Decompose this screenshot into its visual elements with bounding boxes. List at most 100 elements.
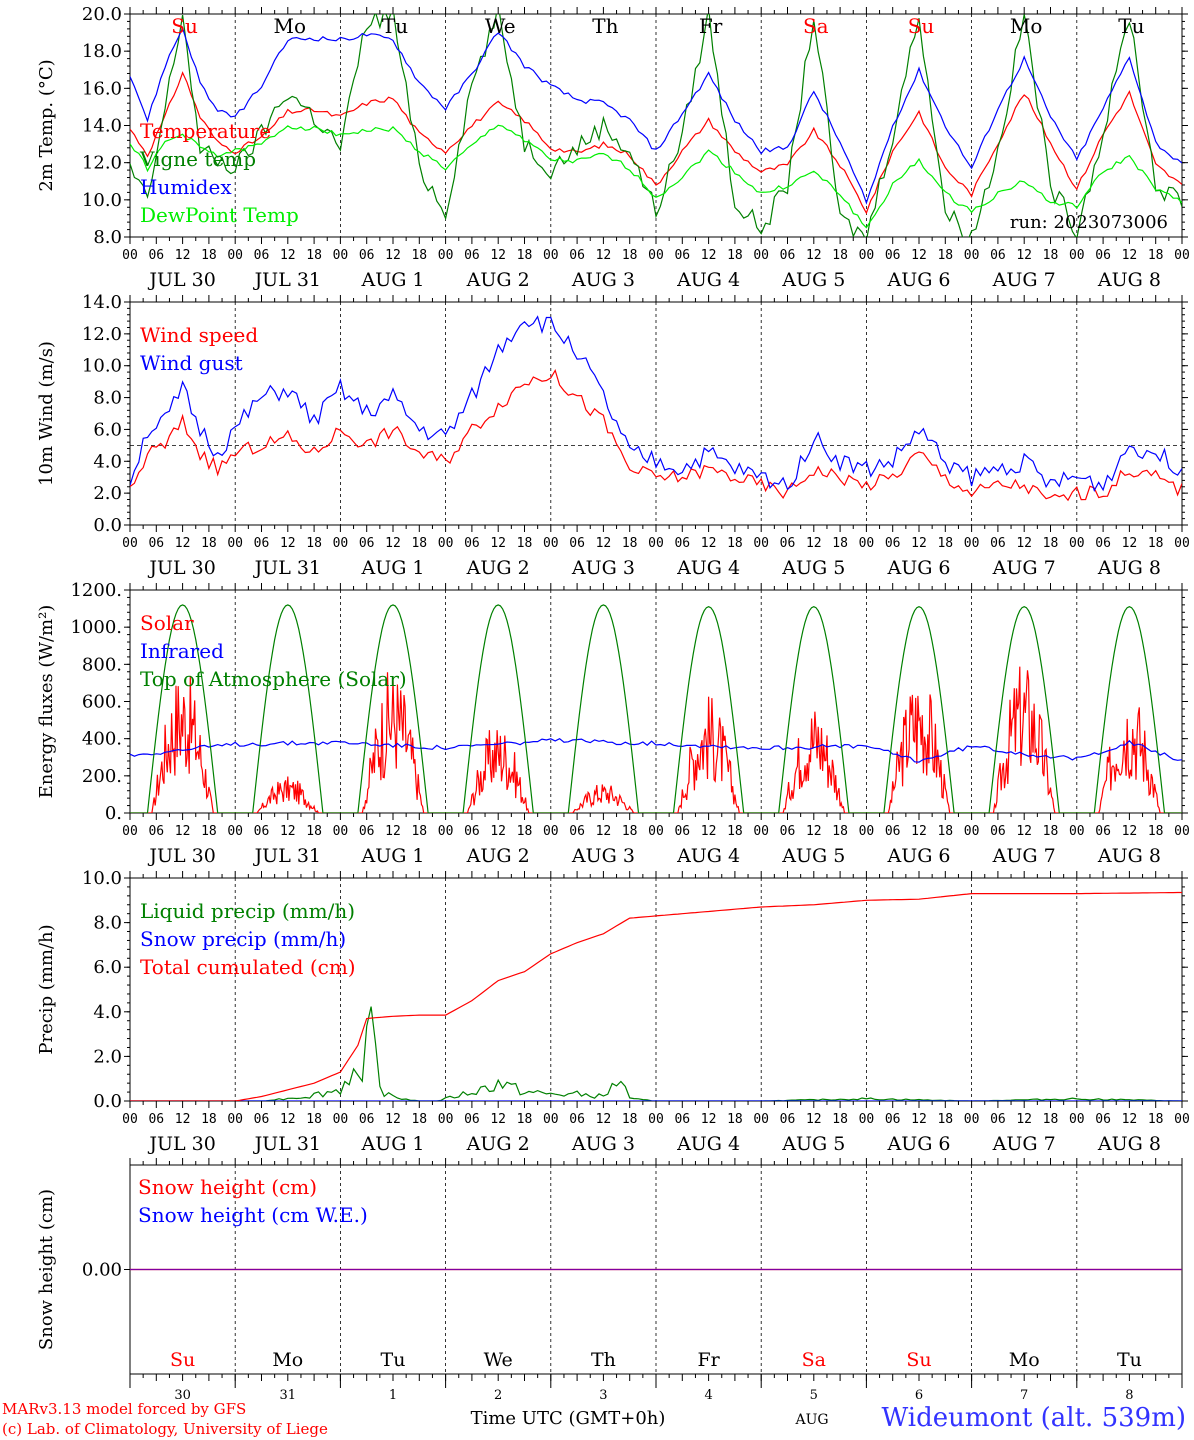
hour-label: 12	[911, 248, 927, 263]
hour-label: 06	[885, 1112, 901, 1127]
footer-model-credit: MARv3.13 model forced by GFS	[2, 1400, 246, 1418]
y-tick-label: 16.0	[82, 78, 122, 99]
hour-label: 06	[464, 248, 480, 263]
hour-label: 12	[701, 536, 717, 551]
hour-label: 12	[490, 536, 506, 551]
series-line	[130, 666, 1182, 813]
legend-entry: Temperature	[140, 119, 271, 143]
legend-entry: DewPoint Temp	[140, 203, 299, 227]
hour-label: 00	[753, 536, 769, 551]
date-label: AUG 3	[571, 557, 635, 579]
date-label: AUG 7	[992, 557, 1056, 579]
hour-label: 00	[1069, 1112, 1085, 1127]
hour-label: 12	[175, 824, 191, 839]
day-number: 8	[1125, 1388, 1133, 1403]
hour-label: 00	[859, 536, 875, 551]
hour-label: 18	[832, 536, 848, 551]
hour-label: 12	[385, 824, 401, 839]
date-label: AUG 4	[676, 845, 740, 867]
date-label: JUL 30	[147, 269, 215, 291]
hour-label: 00	[227, 1112, 243, 1127]
series-line	[130, 71, 1182, 215]
hour-label: 12	[1016, 248, 1032, 263]
x-axis-label: Time UTC (GMT+0h)	[471, 1408, 666, 1429]
hour-label: 06	[464, 1112, 480, 1127]
y-tick-label: 12.0	[82, 324, 122, 345]
date-label: AUG 2	[466, 269, 530, 291]
day-letter-bottom: Mo	[1009, 1349, 1040, 1371]
legend-entry: Snow precip (mm/h)	[140, 927, 346, 951]
day-number: 6	[915, 1388, 923, 1403]
date-label: JUL 30	[147, 557, 215, 579]
hour-label: 18	[832, 248, 848, 263]
hour-label: 00	[438, 248, 454, 263]
hour-label: 00	[1174, 536, 1190, 551]
hour-label: 06	[359, 824, 375, 839]
hour-label: 12	[1016, 1112, 1032, 1127]
hour-label: 00	[648, 824, 664, 839]
hour-label: 00	[964, 1112, 980, 1127]
hour-label: 00	[753, 1112, 769, 1127]
date-label: AUG 1	[360, 557, 424, 579]
y-tick-label: 4.0	[93, 451, 122, 472]
day-letter-bottom: Fr	[697, 1349, 720, 1371]
date-label: AUG 4	[676, 269, 740, 291]
hour-label: 06	[674, 824, 690, 839]
date-label: JUL 30	[147, 845, 215, 867]
hour-label: 06	[254, 1112, 270, 1127]
wind-panel	[124, 295, 1188, 532]
date-label: AUG 5	[781, 557, 845, 579]
hour-label: 12	[490, 248, 506, 263]
y-tick-label: 4.0	[93, 1002, 122, 1023]
y-tick-label: 400.	[82, 729, 122, 750]
hour-label: 06	[674, 1112, 690, 1127]
hour-label: 12	[911, 536, 927, 551]
hour-label: 12	[1122, 1112, 1138, 1127]
hour-label: 12	[911, 1112, 927, 1127]
hour-label: 12	[596, 248, 612, 263]
date-label: AUG 5	[781, 269, 845, 291]
hour-label: 00	[1069, 824, 1085, 839]
day-letter-bottom: Su	[170, 1349, 195, 1371]
hour-label: 00	[648, 1112, 664, 1127]
hour-label: 06	[569, 248, 585, 263]
day-number: 2	[494, 1388, 502, 1403]
date-label: AUG 1	[360, 845, 424, 867]
hour-label: 00	[964, 536, 980, 551]
day-number: 4	[704, 1388, 712, 1403]
date-label: AUG 4	[676, 1133, 740, 1155]
hour-label: 12	[175, 248, 191, 263]
day-letter: Fr	[699, 14, 723, 38]
date-label: AUG 7	[992, 269, 1056, 291]
series-line	[130, 26, 1182, 205]
date-label: AUG 8	[1097, 1133, 1161, 1155]
hour-label: 12	[596, 536, 612, 551]
hour-label: 06	[885, 536, 901, 551]
hour-label: 18	[517, 536, 533, 551]
date-label: JUL 31	[253, 269, 321, 291]
date-label: AUG 8	[1097, 269, 1161, 291]
hour-label: 00	[438, 1112, 454, 1127]
legend-entry: Solar	[140, 611, 194, 635]
date-label: AUG 1	[360, 269, 424, 291]
series-line	[130, 315, 1182, 493]
legend-entry: Wind gust	[140, 351, 243, 375]
hour-label: 00	[859, 824, 875, 839]
hour-label: 00	[438, 824, 454, 839]
day-number: 3	[599, 1388, 607, 1403]
day-letter-bottom: Tu	[381, 1349, 406, 1371]
series-line	[130, 14, 1182, 237]
hour-label: 00	[543, 1112, 559, 1127]
hour-label: 12	[1016, 824, 1032, 839]
y-tick-label: 0.0	[93, 515, 122, 536]
hour-label: 18	[306, 824, 322, 839]
y-tick-label: 0.	[105, 803, 122, 824]
hour-label: 00	[859, 248, 875, 263]
hour-label: 18	[727, 824, 743, 839]
day-letter: Tu	[1118, 14, 1144, 38]
hour-label: 12	[280, 1112, 296, 1127]
hour-label: 06	[780, 248, 796, 263]
y-tick-label: 600.	[82, 692, 122, 713]
hour-label: 12	[806, 1112, 822, 1127]
hour-label: 06	[990, 248, 1006, 263]
